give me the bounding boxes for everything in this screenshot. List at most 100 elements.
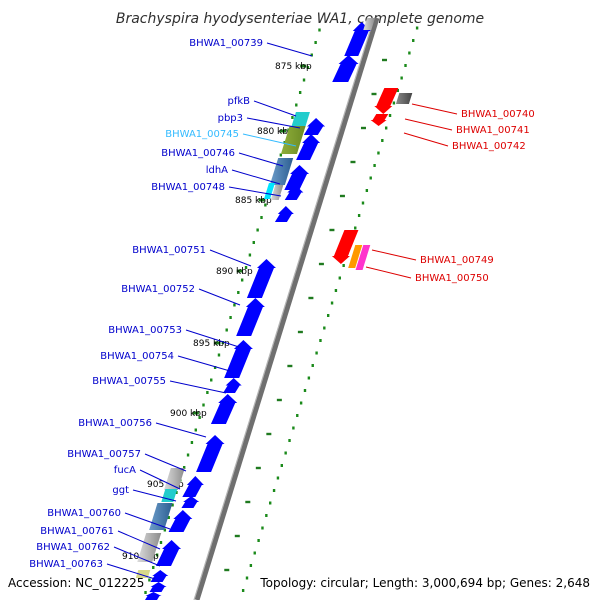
minor-tick — [382, 58, 388, 62]
gene-label-reverse: BHWA1_00741 — [404, 118, 530, 136]
minor-tick — [245, 500, 251, 504]
gene-label-text: BHWA1_00757 — [67, 449, 141, 460]
cds-forward-arrow — [224, 340, 253, 378]
minor-tick — [224, 568, 230, 572]
scale-tick: 880 kbp — [257, 127, 294, 137]
genome-backbone — [193, 17, 380, 600]
gene-label-text: BHWA1_00740 — [461, 109, 535, 120]
gene-label-forward: pfkB — [227, 96, 297, 117]
gene-label-text: BHWA1_00752 — [121, 284, 195, 295]
gene-label-forward: ggt — [112, 485, 177, 502]
cds-forward-arrow — [223, 378, 242, 393]
cds-forward-arrow — [332, 55, 359, 82]
gene-label-text: BHWA1_00760 — [47, 508, 121, 519]
gene-label-reverse: BHWA1_00750 — [365, 266, 489, 284]
gene-label-text: BHWA1_00746 — [161, 148, 235, 159]
minor-tick — [297, 330, 303, 334]
cds-forward-arrow — [181, 496, 200, 508]
gene-label-forward: BHWA1_00761 — [40, 526, 161, 550]
scale-tick-label: 905 kbp — [147, 480, 184, 490]
cds-grey-block — [363, 18, 375, 30]
minor-tick — [308, 296, 314, 300]
gene-label-text: ggt — [112, 485, 129, 496]
scale-tick-label: 880 kbp — [257, 127, 294, 137]
cds-grey-block — [270, 185, 284, 200]
scale-tick-label: 900 kbp — [170, 409, 207, 419]
scale-tick: 885 kbp — [235, 196, 272, 206]
gene-label-text: BHWA1_00753 — [108, 325, 182, 336]
minor-tick — [350, 160, 356, 164]
accession-text: Accession: NC_012225 — [8, 576, 144, 590]
minor-tick — [329, 228, 335, 232]
minor-tick — [339, 194, 345, 198]
gene-label-text: pfkB — [227, 96, 250, 107]
minor-tick — [318, 262, 324, 266]
gene-label-text: BHWA1_00755 — [92, 376, 166, 387]
map-title: Brachyspira hyodysenteriae WA1, complete… — [116, 11, 484, 27]
scale-tick: 895 kbp — [193, 339, 230, 349]
scale-tick: 890 kbp — [216, 267, 253, 277]
cds-forward-arrow — [246, 259, 276, 298]
minor-tick — [266, 432, 272, 436]
cds-forward-arrow — [284, 165, 310, 190]
cds-reverse-arrow — [331, 230, 359, 264]
reverse-strand-features — [331, 88, 413, 270]
gene-label-text: BHWA1_00762 — [36, 542, 110, 553]
gene-label-text: BHWA1_00739 — [189, 38, 263, 49]
gene-label-reverse: BHWA1_00742 — [403, 132, 526, 152]
gene-label-forward: BHWA1_00751 — [132, 245, 252, 267]
cds-steel-block — [269, 158, 294, 185]
cds-forward-arrow — [145, 592, 162, 600]
cds-forward-arrow — [344, 22, 371, 56]
minor-tick — [234, 534, 240, 538]
gene-label-reverse: BHWA1_00749 — [371, 249, 494, 266]
gene-label-text: BHWA1_00754 — [100, 351, 174, 362]
cds-forward-arrow — [274, 206, 294, 222]
gene-label-forward: BHWA1_00760 — [47, 508, 171, 530]
cds-forward-arrow — [296, 134, 321, 160]
topology-text: Topology: circular; Length: 3,000,694 bp… — [259, 576, 590, 590]
gene-label-text: BHWA1_00763 — [29, 559, 103, 570]
cds-grey-block — [137, 533, 162, 562]
gene-label-forward: BHWA1_00739 — [189, 38, 313, 57]
cds-rna-block — [161, 489, 178, 502]
gene-label-forward: BHWA1_00752 — [121, 284, 241, 306]
gene-label-forward: BHWA1_00757 — [67, 449, 187, 472]
gene-label-text: BHWA1_00751 — [132, 245, 206, 256]
minor-tick — [255, 466, 261, 470]
minor-tick — [371, 92, 377, 96]
gene-label-forward: BHWA1_00756 — [78, 418, 207, 438]
cds-forward-arrow — [149, 582, 167, 592]
gene-label-text: BHWA1_00741 — [456, 125, 530, 136]
gene-label-text: pbp3 — [218, 113, 243, 124]
gene-label-forward: BHWA1_00748 — [151, 182, 282, 197]
gene-label-reverse: BHWA1_00740 — [411, 103, 535, 120]
cds-forward-arrow — [156, 540, 182, 566]
gene-label-text: fucA — [114, 465, 136, 476]
gene-label-text: BHWA1_00745 — [165, 129, 239, 140]
cds-grey-block — [395, 93, 413, 104]
gene-label-forward: BHWA1_00745 — [165, 129, 297, 147]
scale-tick-label: 885 kbp — [235, 196, 272, 206]
cds-rna-block — [290, 112, 310, 128]
gc-track-outer — [241, 26, 419, 592]
cds-forward-arrow — [210, 394, 238, 424]
scale-tick: 900 kbp — [170, 409, 207, 419]
scale-tick-label: 890 kbp — [216, 267, 253, 277]
cds-forward-arrow — [182, 476, 204, 497]
minor-tick — [287, 364, 293, 368]
cds-reverse-arrow — [374, 88, 399, 114]
gene-label-forward: BHWA1_00755 — [92, 376, 227, 394]
gene-label-text: BHWA1_00761 — [40, 526, 114, 537]
scale-tick-label: 895 kbp — [193, 339, 230, 349]
cds-forward-arrow — [196, 435, 225, 472]
gene-label-forward: BHWA1_00746 — [161, 148, 284, 167]
cds-forward-arrow — [236, 298, 265, 336]
forward-strand-features — [135, 18, 375, 600]
cds-magenta-block — [355, 245, 371, 270]
gene-label-forward: BHWA1_00763 — [29, 559, 156, 580]
scale-tick-label: 875 kbp — [275, 62, 312, 72]
cds-grey-block — [164, 468, 185, 490]
forward-gene-labels: BHWA1_00739 pfkB pbp3 BHWA1_00745 BHWA1_0074… — [29, 38, 313, 580]
reverse-gene-labels: BHWA1_00740 BHWA1_00741 BHWA1_00742 BHWA1_0… — [365, 103, 535, 284]
